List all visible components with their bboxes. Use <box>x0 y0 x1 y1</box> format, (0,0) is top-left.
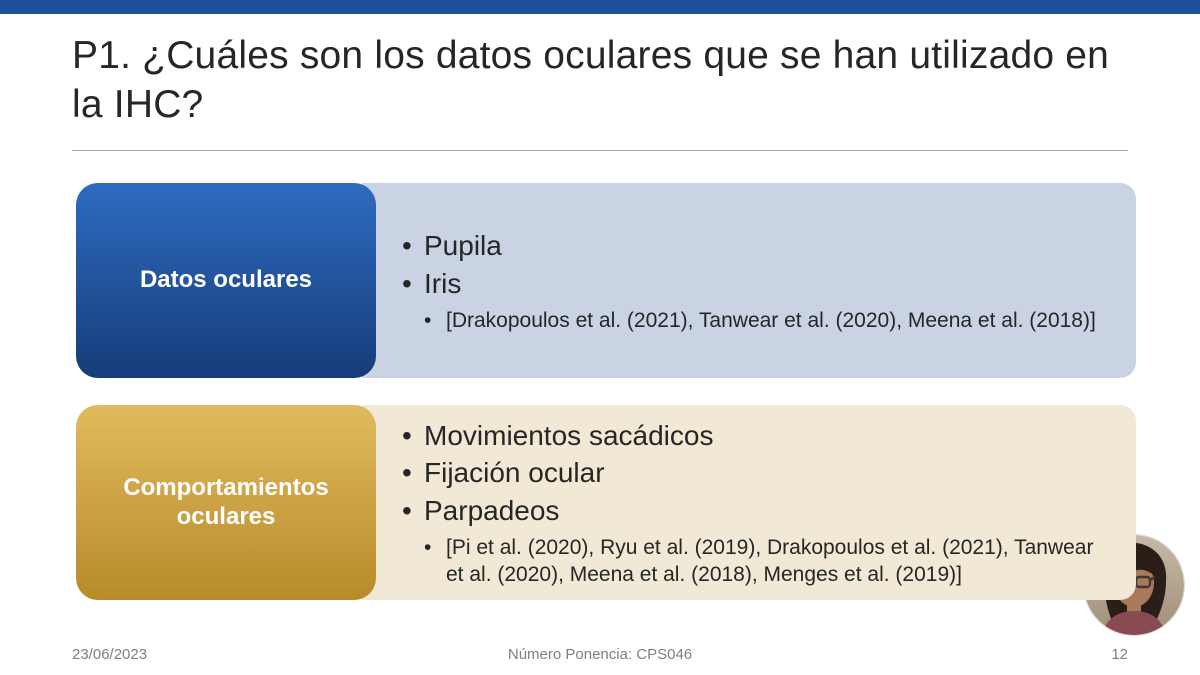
panel-list: PupilaIris [Drakopoulos et al. (2021), Ta… <box>402 227 1106 334</box>
panel-comportamientos-oculares: Movimientos sacádicosFijación ocularParp… <box>362 405 1136 600</box>
bullet-level-1: Movimientos sacádicos <box>402 417 1106 455</box>
badge-label: Datos oculares <box>140 266 312 295</box>
badge-datos-oculares: Datos oculares <box>76 183 376 378</box>
slide: P1. ¿Cuáles son los datos oculares que s… <box>0 0 1200 675</box>
bullet-level-1: Pupila <box>402 227 1106 265</box>
footer-ponencia: Número Ponencia: CPS046 <box>0 646 1200 663</box>
top-accent-bar <box>0 0 1200 14</box>
badge-label: Comportamientos oculares <box>100 474 352 532</box>
footer-page-number: 12 <box>1111 646 1128 663</box>
row-comportamientos-oculares: Comportamientos oculares Movimientos sac… <box>76 405 1136 600</box>
slide-footer: 23/06/2023 Número Ponencia: CPS046 12 <box>0 641 1200 663</box>
bullet-level-2: [Pi et al. (2020), Ryu et al. (2019), Dr… <box>424 534 1106 589</box>
bullet-level-1: Iris <box>402 265 1106 303</box>
bullet-level-1: Parpadeos <box>402 492 1106 530</box>
bullet-level-1: Fijación ocular <box>402 454 1106 492</box>
badge-comportamientos-oculares: Comportamientos oculares <box>76 405 376 600</box>
slide-title: P1. ¿Cuáles son los datos oculares que s… <box>72 32 1128 130</box>
panel-datos-oculares: PupilaIris [Drakopoulos et al. (2021), Ta… <box>362 183 1136 378</box>
title-divider <box>72 150 1128 151</box>
row-datos-oculares: Datos oculares PupilaIris [Drakopoulos et… <box>76 183 1136 378</box>
panel-list: Movimientos sacádicosFijación ocularParp… <box>402 417 1106 589</box>
bullet-level-2: [Drakopoulos et al. (2021), Tanwear et a… <box>424 307 1106 334</box>
slide-title-block: P1. ¿Cuáles son los datos oculares que s… <box>72 32 1128 130</box>
